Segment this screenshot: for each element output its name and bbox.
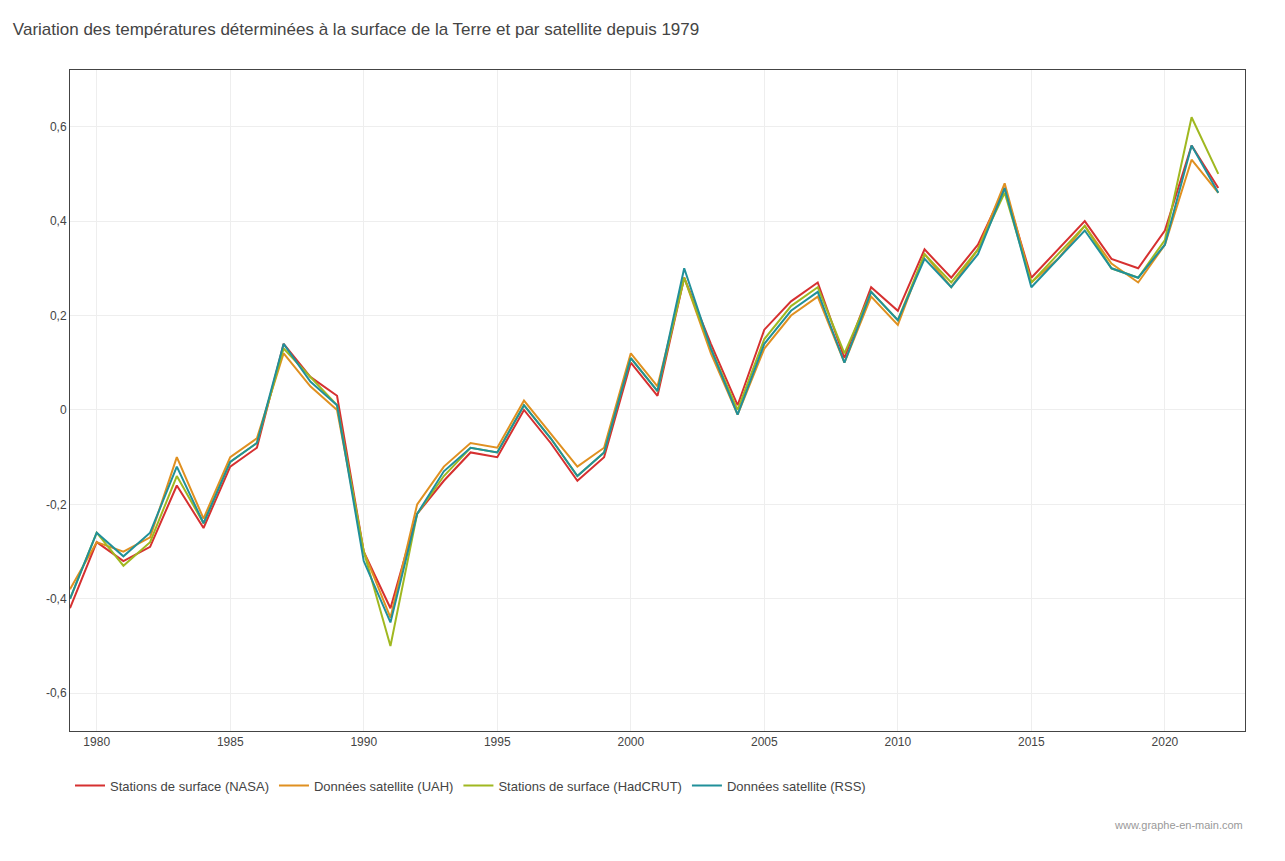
svg-text:Données satellite (UAH): Données satellite (UAH) [314, 779, 453, 794]
svg-text:Stations de surface (NASA): Stations de surface (NASA) [110, 779, 269, 794]
svg-text:Variation des températures dét: Variation des températures déterminées à… [13, 20, 699, 39]
svg-text:-0,2: -0,2 [46, 498, 67, 512]
svg-text:-0,4: -0,4 [46, 592, 67, 606]
svg-text:0: 0 [60, 403, 67, 417]
svg-text:0,6: 0,6 [50, 120, 67, 134]
svg-text:1995: 1995 [484, 735, 511, 749]
svg-text:www.graphe-en-main.com: www.graphe-en-main.com [1114, 819, 1243, 831]
svg-text:Stations de surface (HadCRUT): Stations de surface (HadCRUT) [498, 779, 682, 794]
svg-text:2000: 2000 [617, 735, 644, 749]
svg-text:2005: 2005 [751, 735, 778, 749]
svg-text:1980: 1980 [83, 735, 110, 749]
svg-text:0,4: 0,4 [50, 214, 67, 228]
svg-text:2010: 2010 [884, 735, 911, 749]
svg-text:2015: 2015 [1018, 735, 1045, 749]
svg-text:1985: 1985 [217, 735, 244, 749]
svg-text:2020: 2020 [1152, 735, 1179, 749]
svg-text:0,2: 0,2 [50, 309, 67, 323]
svg-text:1990: 1990 [350, 735, 377, 749]
svg-text:-0,6: -0,6 [46, 686, 67, 700]
svg-text:Données satellite (RSS): Données satellite (RSS) [727, 779, 866, 794]
